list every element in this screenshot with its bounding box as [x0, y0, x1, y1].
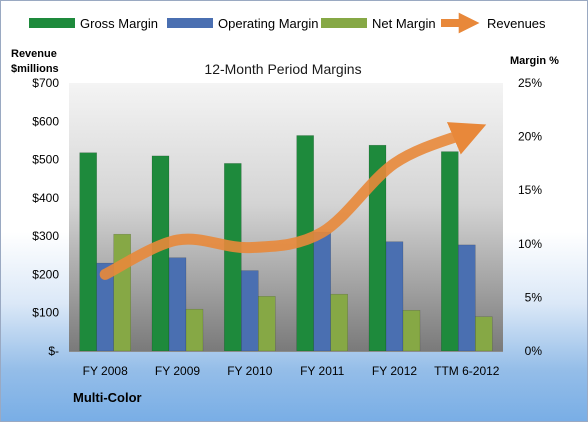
- plot-background: [69, 83, 503, 351]
- right-tick-label: 0%: [525, 344, 543, 358]
- left-axis-label-line2: $millions: [11, 63, 59, 75]
- legend-label-operating-margin: Operating Margin: [218, 16, 318, 31]
- bar-gross-margin-fy-2008: [79, 152, 97, 352]
- bar-gross-margin-ttm-6-2012: [441, 151, 459, 352]
- left-tick-label: $400: [32, 191, 59, 205]
- right-tick-label: 5%: [525, 290, 543, 304]
- right-tick-label: 10%: [518, 237, 542, 251]
- left-tick-label: $700: [32, 76, 59, 90]
- revenues-line: [99, 122, 487, 280]
- right-axis-label: Margin %: [510, 55, 559, 67]
- company-name: Multi-Color: [73, 390, 142, 405]
- x-tick-label-ttm-6-2012: TTM 6-2012: [434, 364, 500, 378]
- left-tick-label: $100: [32, 306, 59, 320]
- bar-operating-margin-fy-2009: [168, 257, 187, 352]
- legend-label-net-margin: Net Margin: [372, 16, 436, 31]
- legend-label-revenues: Revenues: [487, 16, 546, 31]
- left-tick-label: $500: [32, 153, 59, 167]
- legend: Gross Margin Operating Margin Net Margin…: [29, 12, 546, 34]
- legend-label-gross-margin: Gross Margin: [80, 16, 158, 31]
- left-tick-label: $300: [32, 229, 59, 243]
- bars-layer: [79, 135, 493, 352]
- legend-swatch-gross-margin: [29, 18, 75, 28]
- x-tick-label-fy-2010: FY 2010: [227, 364, 272, 378]
- chart-title: 12-Month Period Margins: [204, 61, 361, 77]
- bar-operating-margin-fy-2011: [313, 231, 331, 352]
- right-tick-label: 25%: [518, 76, 542, 90]
- left-axis-label-line1: Revenue: [11, 48, 57, 60]
- legend-swatch-net-margin: [321, 18, 367, 28]
- bar-operating-margin-ttm-6-2012: [458, 244, 476, 352]
- left-tick-label: $200: [32, 267, 59, 281]
- bar-net-margin-fy-2010: [258, 296, 276, 352]
- bar-net-margin-ttm-6-2012: [475, 316, 493, 352]
- x-tick-label-fy-2008: FY 2008: [83, 364, 128, 378]
- bar-operating-margin-fy-2012: [385, 241, 404, 352]
- right-tick-label: 20%: [518, 130, 542, 144]
- bar-net-margin-fy-2011: [330, 293, 348, 352]
- x-tick-label-fy-2011: FY 2011: [300, 364, 345, 378]
- bar-net-margin-fy-2008: [113, 233, 131, 352]
- left-tick-label: $600: [32, 114, 59, 128]
- category-labels: FY 2008 FY 2009 FY 2010 FY 2011 FY 2012 TTM 6…: [83, 364, 500, 378]
- legend-swatch-operating-margin: [167, 18, 213, 28]
- bar-operating-margin-fy-2010: [241, 270, 259, 352]
- left-tick-label: $-: [48, 344, 59, 358]
- bar-net-margin-fy-2009: [185, 308, 204, 352]
- right-tick-label: 15%: [518, 183, 542, 197]
- right-axis-ticks: 25% 20% 15% 10% 5% 0%: [518, 76, 542, 358]
- x-tick-label-fy-2012: FY 2012: [372, 364, 417, 378]
- bar-net-margin-fy-2012: [402, 310, 421, 352]
- x-tick-label-fy-2009: FY 2009: [155, 364, 200, 378]
- bar-gross-margin-fy-2010: [224, 163, 242, 352]
- left-axis-ticks: $700 $600 $500 $400 $300 $200 $100 $-: [32, 76, 59, 358]
